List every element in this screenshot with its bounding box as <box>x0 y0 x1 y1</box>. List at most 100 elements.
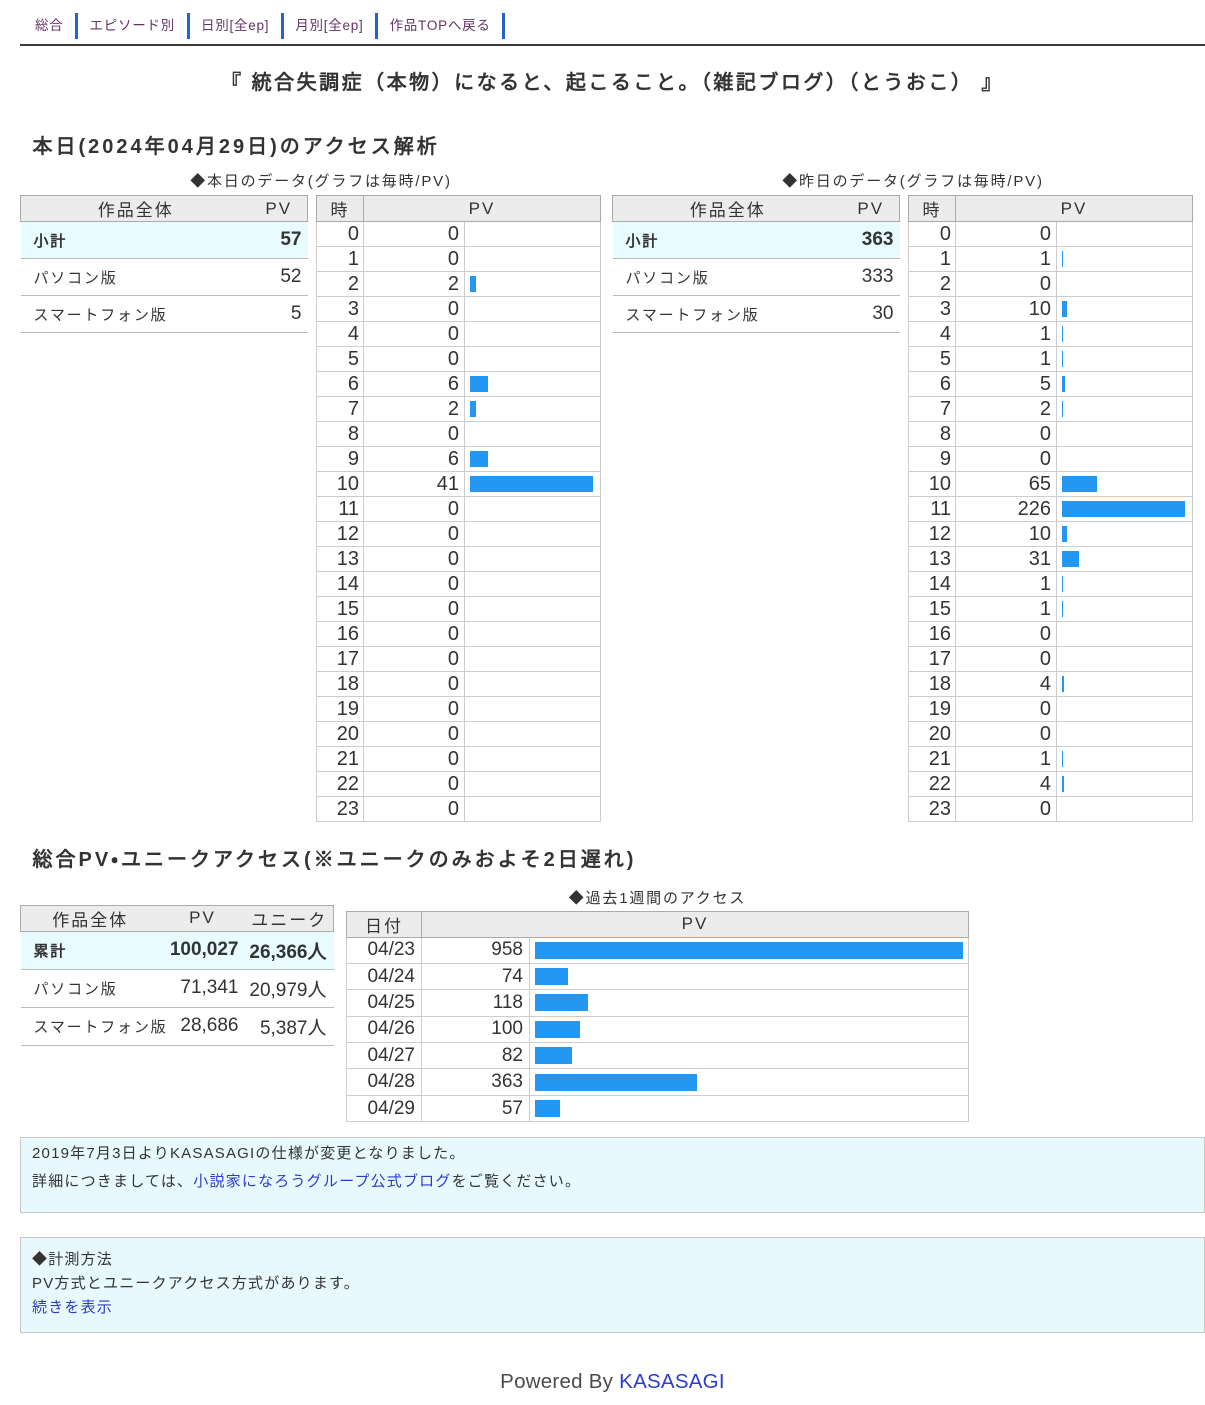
nav-link-4[interactable]: 作品TOPへ戻る <box>389 18 491 33</box>
pv-value: 30 <box>842 295 900 333</box>
pv-bar <box>1062 551 1079 567</box>
hour-bar-cell <box>464 596 601 622</box>
col-header: 作品全体 <box>20 904 160 932</box>
col-header: PV <box>363 195 601 222</box>
day-row: 04/23 958 <box>346 936 969 964</box>
hour-pv: 1 <box>955 571 1057 597</box>
hour-pv: 1 <box>955 321 1057 347</box>
hour-pv: 226 <box>955 496 1057 522</box>
hour-pv: 0 <box>955 271 1057 297</box>
hour-bar-cell <box>464 521 601 547</box>
hour-pv: 0 <box>363 246 465 272</box>
device-label: スマートフォン版 <box>612 295 843 333</box>
yesterday-column: ◆昨日のデータ(グラフは毎時/PV) 作品全体 PV 小計 363 パソコン版 333 スマ… <box>612 160 1193 822</box>
day-pv: 57 <box>421 1094 530 1123</box>
hour-label: 20 <box>908 721 956 747</box>
hour-bar-cell <box>1056 296 1193 322</box>
nav-link-3[interactable]: 月別[全ep] <box>295 18 364 33</box>
hour-label: 6 <box>316 371 364 397</box>
col-header: PV <box>842 195 900 222</box>
blog-link[interactable]: 小説家になろうグループ公式ブログ <box>193 1173 452 1191</box>
device-label: 小計 <box>20 221 251 259</box>
hour-bar-cell <box>1056 746 1193 772</box>
day-bar-cell <box>529 936 969 964</box>
hour-pv: 0 <box>955 221 1057 247</box>
pv-bar <box>535 941 963 959</box>
pv-bar <box>1062 251 1063 267</box>
today-caption: ◆本日のデータ(グラフは毎時/PV) <box>190 173 452 190</box>
hour-label: 23 <box>316 796 364 822</box>
hour-label: 16 <box>316 621 364 647</box>
hour-row: 12 10 <box>908 521 1193 547</box>
hour-row: 21 1 <box>908 746 1193 772</box>
hour-pv: 10 <box>955 296 1057 322</box>
pv-bar <box>535 1020 580 1038</box>
hour-label: 11 <box>908 496 956 522</box>
hour-pv: 0 <box>363 746 465 772</box>
hour-bar-cell <box>464 771 601 797</box>
show-more-link[interactable]: 続きを表示 <box>32 1299 114 1317</box>
date-label: 04/23 <box>346 936 422 964</box>
nav-link-0[interactable]: 総合 <box>35 18 64 33</box>
summary-row: スマートフォン版 5 <box>20 295 308 333</box>
pv-bar <box>1062 601 1063 617</box>
hour-label: 14 <box>316 571 364 597</box>
pv-value: 52 <box>250 258 308 296</box>
hour-bar-cell <box>464 346 601 372</box>
hour-bar-cell <box>1056 596 1193 622</box>
date-label: 04/25 <box>346 989 422 1017</box>
hour-label: 19 <box>908 696 956 722</box>
today-column: ◆本日のデータ(グラフは毎時/PV) 作品全体 PV 小計 57 パソコン版 52 スマート… <box>20 160 601 822</box>
pv-bar <box>1062 676 1064 692</box>
hour-bar-cell <box>1056 796 1193 822</box>
hour-bar-cell <box>464 221 601 247</box>
hour-bar-cell <box>464 571 601 597</box>
pv-value: 363 <box>842 221 900 259</box>
hour-bar-cell <box>1056 671 1193 697</box>
hour-pv: 1 <box>955 596 1057 622</box>
hour-label: 15 <box>908 596 956 622</box>
hour-row: 17 0 <box>316 646 601 672</box>
hour-pv: 0 <box>363 221 465 247</box>
hour-bar-cell <box>1056 646 1193 672</box>
nav-link-1[interactable]: エピソード別 <box>89 18 175 33</box>
date-label: 04/28 <box>346 1068 422 1096</box>
page-title: 『 統合失調症（本物）になると、起こること。（雑記ブログ）（とうおこ） 』 <box>221 72 1004 94</box>
pv-bar <box>470 401 476 417</box>
today-heading: 本日(2024年04月29日)のアクセス解析 <box>32 136 440 158</box>
hour-row: 23 0 <box>316 796 601 822</box>
kasasagi-link[interactable]: KASASAGI <box>619 1370 725 1394</box>
hour-pv: 0 <box>363 596 465 622</box>
hour-bar-cell <box>464 296 601 322</box>
hour-row: 11 226 <box>908 496 1193 522</box>
hour-pv: 2 <box>363 271 465 297</box>
pv-bar <box>535 1073 697 1091</box>
notice-line1: 2019年7月3日よりKASASAGIの仕様が変更となりました。 <box>32 1145 466 1163</box>
pv-bar <box>1062 776 1064 792</box>
hour-bar-cell <box>464 421 601 447</box>
yesterday-hourly-table: 時 PV 0 0 1 1 2 0 3 10 4 1 5 1 6 5 7 2 8 0 9 0 10 65 11 226 12 10 13 3… <box>908 195 1193 822</box>
hour-pv: 0 <box>363 671 465 697</box>
day-row: 04/29 57 <box>346 1094 969 1123</box>
hour-label: 21 <box>908 746 956 772</box>
pv-value: 5 <box>250 295 308 333</box>
hour-bar-cell <box>464 721 601 747</box>
hour-bar-cell <box>1056 446 1193 472</box>
pv-bar <box>535 1047 572 1065</box>
hour-label: 6 <box>908 371 956 397</box>
hour-label: 5 <box>316 346 364 372</box>
nav-link-2[interactable]: 日別[全ep] <box>201 18 270 33</box>
day-pv: 74 <box>421 962 530 991</box>
hour-label: 1 <box>316 246 364 272</box>
hour-row: 18 0 <box>316 671 601 697</box>
col-header: PV <box>955 195 1193 222</box>
hour-label: 10 <box>908 471 956 497</box>
